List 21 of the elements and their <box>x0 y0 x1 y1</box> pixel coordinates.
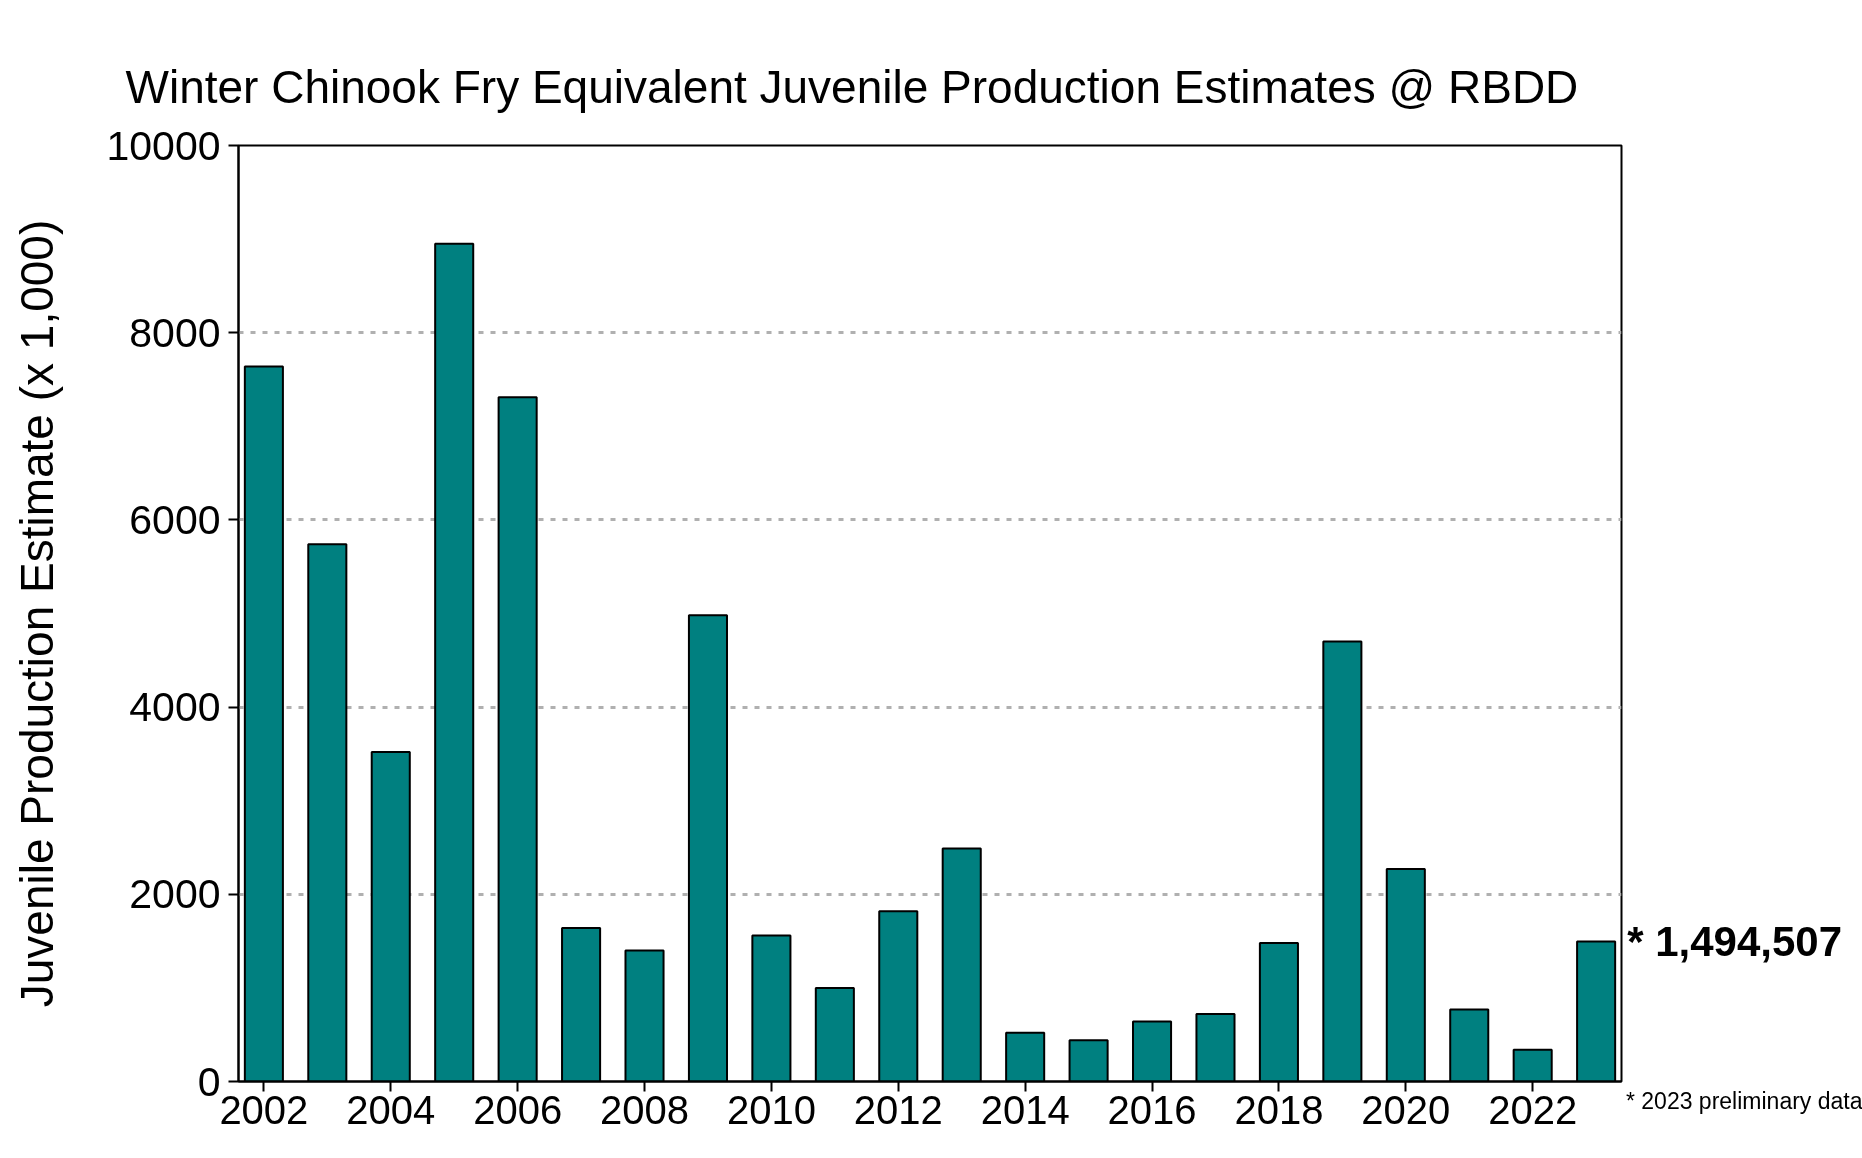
x-tick-label: 2012 <box>853 1087 943 1132</box>
x-tick-label: 2008 <box>600 1087 690 1132</box>
y-tick-label: 4000 <box>129 684 221 731</box>
x-tick-label: 2006 <box>473 1087 563 1132</box>
y-tick-label: 8000 <box>129 309 221 356</box>
annotation: * 1,494,507 <box>1627 918 1843 966</box>
x-tick-label: 2002 <box>219 1087 309 1132</box>
x-tick-label: 2014 <box>980 1087 1070 1132</box>
text: * 2023 preliminary data <box>1625 1087 1862 1114</box>
x-tick-label: 2016 <box>1107 1087 1197 1132</box>
y-tick-label: 0 <box>197 1058 221 1105</box>
x-tick-label: 2020 <box>1361 1087 1451 1132</box>
x-tick-label: 2022 <box>1488 1087 1578 1132</box>
y-tick-label: 10000 <box>106 122 221 169</box>
y-tick-label: 6000 <box>129 496 221 543</box>
chart-title: Winter Chinook Fry Equivalent Juvenile Production Estimates @ RBDD <box>125 60 1579 113</box>
x-tick-label: 2018 <box>1234 1087 1324 1132</box>
x-tick-label: 2010 <box>726 1087 816 1132</box>
y-tick-label: 2000 <box>129 871 221 918</box>
y-axis-title: Juvenile Production Estimate (x 1,000) <box>11 219 64 1008</box>
x-tick-label: 2004 <box>346 1087 436 1132</box>
